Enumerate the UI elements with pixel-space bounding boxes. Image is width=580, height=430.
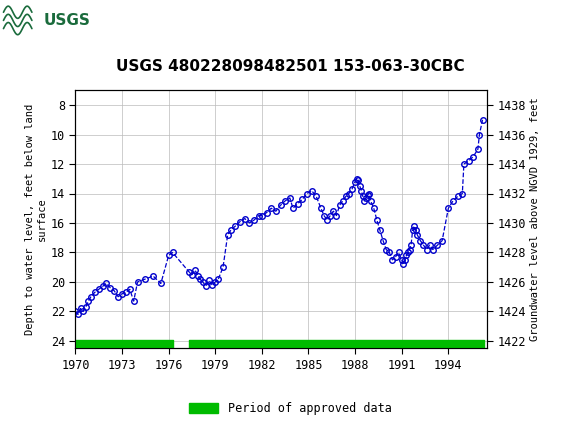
Legend: Period of approved data: Period of approved data [184,397,396,420]
Text: USGS 480228098482501 153-063-30CBC: USGS 480228098482501 153-063-30CBC [115,59,465,74]
Text: USGS: USGS [44,13,90,28]
Y-axis label: Depth to water level, feet below land
surface: Depth to water level, feet below land su… [25,104,46,335]
Y-axis label: Groundwater level above NGVD 1929, feet: Groundwater level above NGVD 1929, feet [530,98,541,341]
FancyBboxPatch shape [3,2,93,39]
